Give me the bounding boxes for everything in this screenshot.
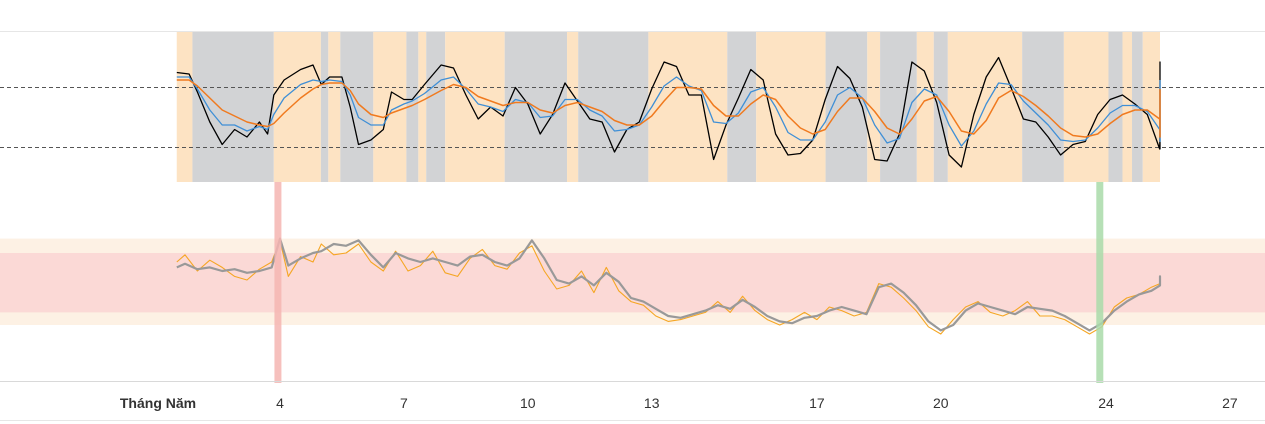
zone-gray-1	[192, 32, 274, 182]
zone-gray-5	[340, 32, 374, 182]
zone-orange-2	[273, 32, 321, 182]
sell-signal-marker	[274, 182, 282, 383]
zone-orange-4	[328, 32, 341, 182]
zone-orange-8	[418, 32, 427, 182]
buy-signal-marker	[1096, 182, 1104, 383]
x-tick-label: 20	[933, 395, 949, 411]
zone-gray-3	[320, 32, 329, 182]
zone-gray-25	[1108, 32, 1123, 182]
oscillator-panel	[0, 237, 1265, 335]
series-osc-signal	[176, 239, 1161, 335]
zone-gray-7	[406, 32, 419, 182]
zone-gray-23	[1022, 32, 1064, 182]
zone-gray-21	[933, 32, 948, 182]
zone-orange-24	[1063, 32, 1109, 182]
x-tick-label: Tháng Năm	[120, 395, 196, 411]
zone-orange-18	[867, 32, 881, 182]
zone-orange-12	[567, 32, 579, 182]
series-osc-main	[176, 237, 1162, 332]
x-tick-label: 24	[1098, 395, 1114, 411]
series-price	[176, 56, 1161, 168]
series-slow-ma	[176, 79, 1161, 138]
x-tick-label: 13	[644, 395, 660, 411]
signal-markers	[274, 182, 1104, 383]
zone-orange-6	[373, 32, 407, 182]
zone-orange-20	[916, 32, 934, 182]
x-tick-label: 4	[276, 395, 284, 411]
x-tick-label: 7	[400, 395, 408, 411]
zone-orange-26	[1122, 32, 1133, 182]
zone-orange-28	[1142, 32, 1160, 182]
zone-orange-16	[756, 32, 826, 182]
x-axis-ticks: Tháng Năm 4 7 10 13 17 20 24 27	[120, 395, 1238, 411]
zone-orange-0	[176, 32, 193, 182]
price-panel	[0, 32, 1265, 182]
zone-gray-19	[880, 32, 917, 182]
x-tick-label: 17	[809, 395, 825, 411]
x-tick-label: 27	[1222, 395, 1238, 411]
zone-orange-10	[445, 32, 505, 182]
x-tick-label: 10	[520, 395, 536, 411]
zone-gray-9	[426, 32, 446, 182]
